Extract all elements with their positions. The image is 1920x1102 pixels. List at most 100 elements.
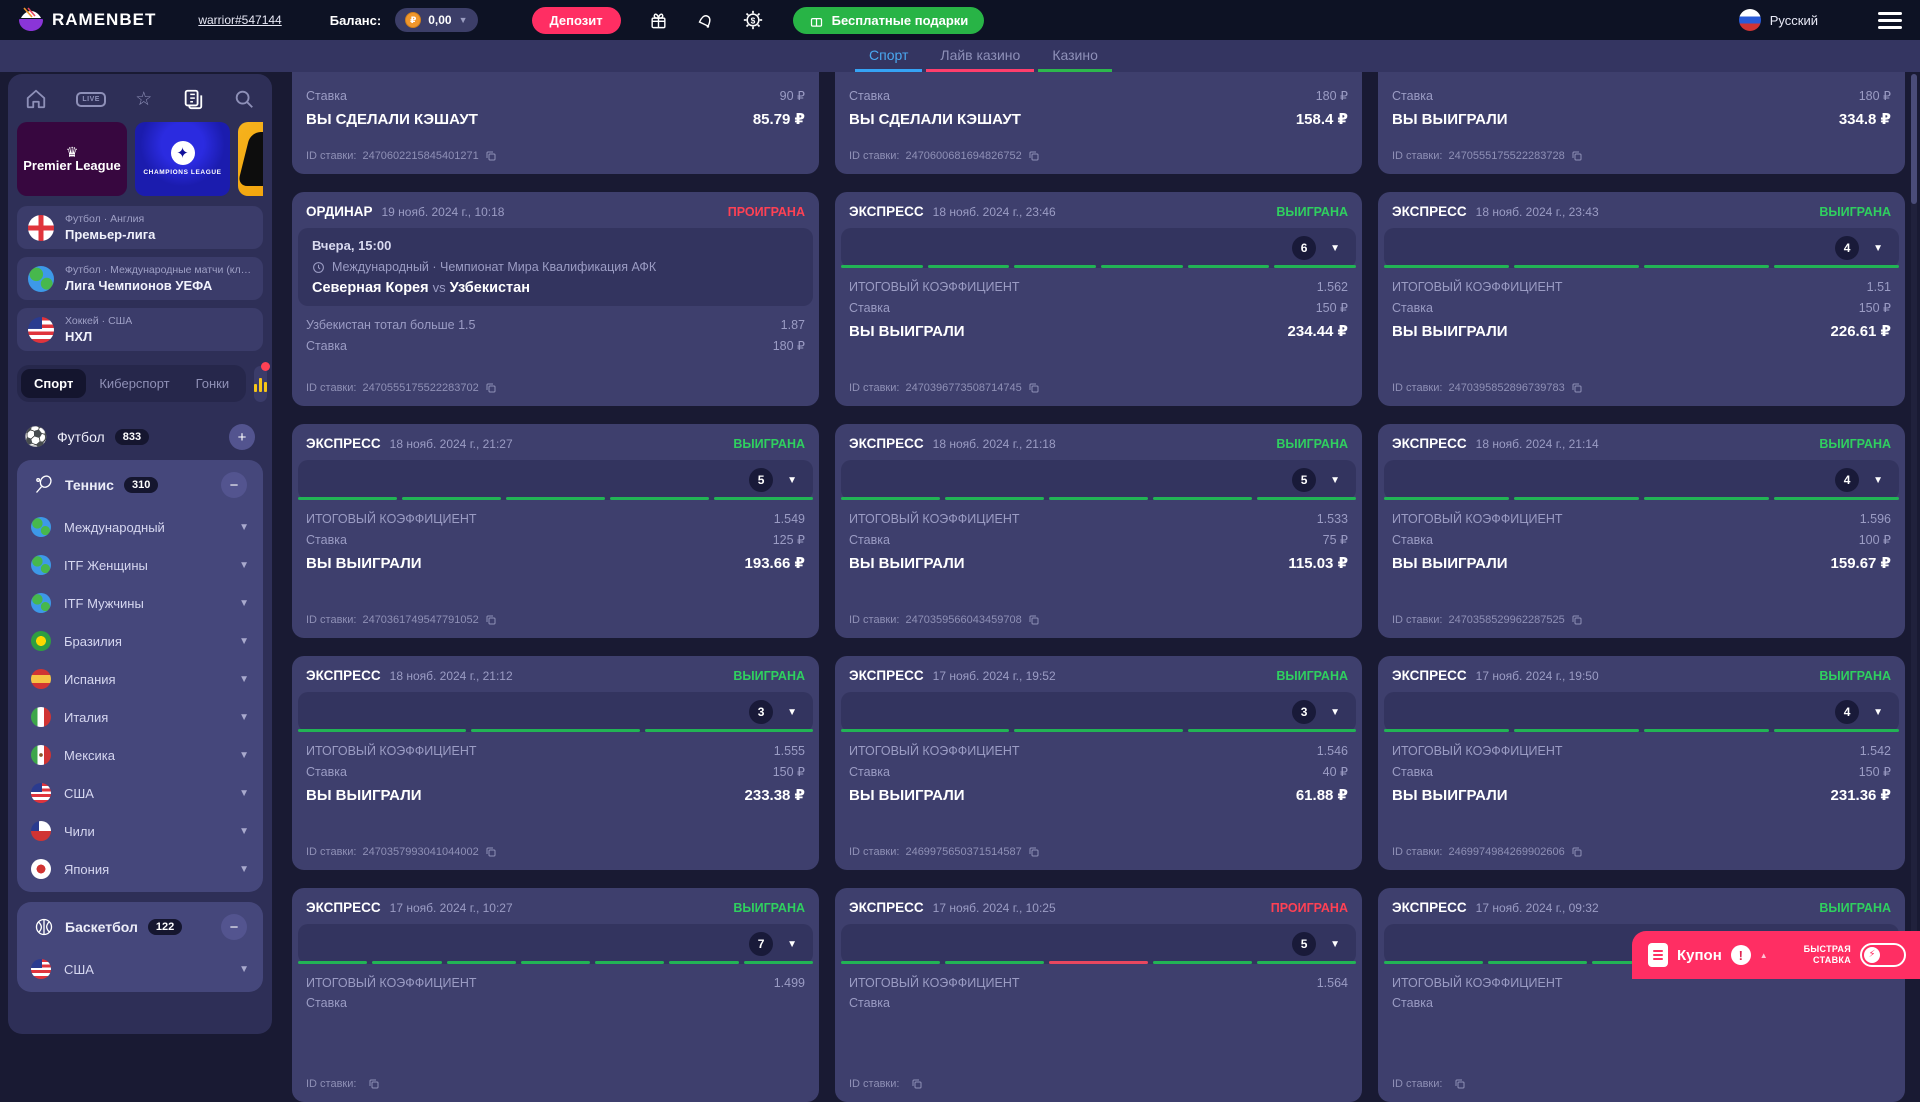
sidebar-subitem[interactable]: Япония ▼ — [25, 850, 255, 888]
segment — [1384, 265, 1509, 268]
bell-icon[interactable] — [696, 11, 715, 30]
banner-extra[interactable] — [238, 122, 263, 196]
menu-icon[interactable] — [1878, 8, 1902, 33]
cashier-gear-icon[interactable]: $ — [743, 10, 763, 30]
my-bets-icon[interactable] — [182, 88, 204, 110]
chevron-down-icon: ▼ — [239, 597, 249, 609]
sidebar-subitem[interactable]: Италия ▼ — [25, 698, 255, 736]
banner-champions-league[interactable]: ✦ CHAMPIONS LEAGUE — [135, 122, 230, 196]
favorites-star-icon[interactable]: ☆ — [135, 88, 153, 110]
segment — [945, 497, 1044, 500]
coefficient-value: 1.564 — [1316, 976, 1348, 990]
copy-icon[interactable] — [1571, 382, 1583, 394]
sidebar-item-tennis[interactable]: Теннис 310 − — [25, 462, 255, 508]
sidebar-item-football[interactable]: ⚽ Футбол 833 + — [17, 414, 263, 460]
selections-dropdown[interactable]: 4 ▼ — [1384, 460, 1899, 500]
mode-cybersport[interactable]: Киберспорт — [99, 376, 170, 391]
home-icon[interactable] — [25, 88, 47, 110]
segment — [1774, 729, 1899, 732]
selections-dropdown[interactable]: 5 ▼ — [841, 460, 1356, 500]
copy-icon[interactable] — [485, 846, 497, 858]
sidebar-subitem[interactable]: Мексика ▼ — [25, 736, 255, 774]
segment — [446, 961, 516, 964]
bet-card[interactable]: ЭКСПРЕСС 18 нояб. 2024 г., 23:46 ВЫИГРАН… — [835, 192, 1362, 406]
copy-icon[interactable] — [368, 1078, 380, 1090]
segment — [506, 497, 605, 500]
selections-dropdown[interactable]: 3 ▼ — [298, 692, 813, 732]
bet-card[interactable]: Ставка 90 ₽ ВЫ СДЕЛАЛИ КЭШАУТ 85.79 ₽ ID… — [292, 72, 819, 174]
selections-dropdown[interactable]: 4 ▼ — [1384, 692, 1899, 732]
expand-button[interactable]: + — [229, 424, 255, 450]
selections-dropdown[interactable]: 4 ▼ — [1384, 228, 1899, 268]
sidebar-subitem[interactable]: Чили ▼ — [25, 812, 255, 850]
copy-icon[interactable] — [1028, 382, 1040, 394]
copy-icon[interactable] — [911, 1078, 923, 1090]
tab-sport[interactable]: Спорт — [855, 45, 923, 72]
copy-icon[interactable] — [485, 150, 497, 162]
stats-chart-button[interactable] — [254, 361, 271, 402]
copy-icon[interactable] — [1571, 150, 1583, 162]
deposit-button[interactable]: Депозит — [531, 6, 621, 34]
live-icon[interactable]: LIVE — [76, 91, 106, 107]
copy-icon[interactable] — [1571, 846, 1583, 858]
promo-banners: ♛ Premier League ✦ CHAMPIONS LEAGUE — [17, 122, 263, 196]
mode-sport[interactable]: Спорт — [21, 369, 87, 398]
balance-dropdown[interactable]: ₽ 0,00 ▼ — [395, 8, 478, 32]
quick-league-link[interactable]: Футбол · Международные матчи (клубы) Лиг… — [17, 257, 263, 300]
quick-league-link[interactable]: Хоккей · США НХЛ — [17, 308, 263, 351]
sidebar-subitem[interactable]: ITF Женщины ▼ — [25, 546, 255, 584]
bet-card[interactable]: ОРДИНАР 19 нояб. 2024 г., 10:18 ПРОИГРАН… — [292, 192, 819, 406]
sidebar-subitem[interactable]: ITF Мужчины ▼ — [25, 584, 255, 622]
stake-label: Ставка — [849, 301, 890, 315]
selections-dropdown[interactable]: 5 ▼ — [841, 924, 1356, 964]
selections-dropdown[interactable]: 3 ▼ — [841, 692, 1356, 732]
sidebar-subitem[interactable]: США ▼ — [25, 774, 255, 812]
bet-card[interactable]: ЭКСПРЕСС 17 нояб. 2024 г., 19:52 ВЫИГРАН… — [835, 656, 1362, 870]
tab-live-casino[interactable]: Лайв казино — [926, 45, 1035, 72]
coupon-bar[interactable]: Купон ! ▲ БЫСТРАЯ СТАВКА ⚡ — [1632, 931, 1920, 979]
copy-icon[interactable] — [485, 382, 497, 394]
sidebar-subitem[interactable]: США ▼ — [25, 950, 255, 988]
bet-card[interactable]: ЭКСПРЕСС 18 нояб. 2024 г., 21:12 ВЫИГРАН… — [292, 656, 819, 870]
bet-card[interactable]: ЭКСПРЕСС 17 нояб. 2024 г., 19:50 ВЫИГРАН… — [1378, 656, 1905, 870]
bet-card[interactable]: ЭКСПРЕСС 17 нояб. 2024 г., 09:32 ВЫИГРАН… — [1378, 888, 1905, 1102]
mode-races[interactable]: Гонки — [195, 376, 230, 391]
coupon-alert-badge: ! — [1730, 945, 1751, 965]
username-link[interactable]: warrior#547144 — [198, 13, 282, 27]
free-gifts-button[interactable]: Бесплатные подарки — [792, 6, 985, 34]
bet-card[interactable]: Ставка 180 ₽ ВЫ СДЕЛАЛИ КЭШАУТ 158.4 ₽ I… — [835, 72, 1362, 174]
bet-card[interactable]: ЭКСПРЕСС 18 нояб. 2024 г., 23:43 ВЫИГРАН… — [1378, 192, 1905, 406]
selections-dropdown[interactable]: 6 ▼ — [841, 228, 1357, 268]
quick-league-link[interactable]: Футбол · Англия Премьер-лига — [17, 206, 263, 249]
bet-card[interactable]: ЭКСПРЕСС 17 нояб. 2024 г., 10:25 ПРОИГРА… — [835, 888, 1362, 1102]
bet-card[interactable]: ЭКСПРЕСС 17 нояб. 2024 г., 10:27 ВЫИГРАН… — [292, 888, 819, 1102]
copy-icon[interactable] — [1028, 614, 1040, 626]
sidebar-subitem[interactable]: Международный ▼ — [25, 508, 255, 546]
bet-card[interactable]: ЭКСПРЕСС 18 нояб. 2024 г., 21:18 ВЫИГРАН… — [835, 424, 1362, 638]
copy-icon[interactable] — [1028, 150, 1040, 162]
scrollbar-thumb[interactable] — [1911, 74, 1917, 204]
gift-icon[interactable] — [649, 11, 668, 30]
selections-dropdown[interactable]: 7 ▼ — [298, 924, 813, 964]
quick-bet-toggle[interactable]: ⚡ — [1860, 943, 1906, 967]
bet-card[interactable]: ЭКСПРЕСС 18 нояб. 2024 г., 21:14 ВЫИГРАН… — [1378, 424, 1905, 638]
bet-card[interactable]: Ставка 180 ₽ ВЫ ВЫИГРАЛИ 334.8 ₽ ID став… — [1378, 72, 1905, 174]
collapse-button[interactable]: − — [221, 914, 247, 940]
search-icon[interactable] — [233, 88, 255, 110]
bet-id-label: ID ставки: — [306, 382, 357, 394]
copy-icon[interactable] — [1571, 614, 1583, 626]
language-selector[interactable]: Русский — [1738, 9, 1818, 31]
copy-icon[interactable] — [485, 614, 497, 626]
sidebar-item-basketball[interactable]: Баскетбол 122 − — [25, 904, 255, 950]
brand-logo[interactable]: RAMENBET — [18, 7, 156, 33]
collapse-button[interactable]: − — [221, 472, 247, 498]
bet-card[interactable]: ЭКСПРЕСС 18 нояб. 2024 г., 21:27 ВЫИГРАН… — [292, 424, 819, 638]
copy-icon[interactable] — [1454, 1078, 1466, 1090]
banner-premier-league[interactable]: ♛ Premier League — [17, 122, 127, 196]
tab-casino[interactable]: Казино — [1038, 45, 1112, 72]
copy-icon[interactable] — [1028, 846, 1040, 858]
sidebar-subitem[interactable]: Испания ▼ — [25, 660, 255, 698]
selections-dropdown[interactable]: 5 ▼ — [298, 460, 813, 500]
sidebar-subitem[interactable]: Бразилия ▼ — [25, 622, 255, 660]
scrollbar-track[interactable] — [1911, 74, 1917, 971]
